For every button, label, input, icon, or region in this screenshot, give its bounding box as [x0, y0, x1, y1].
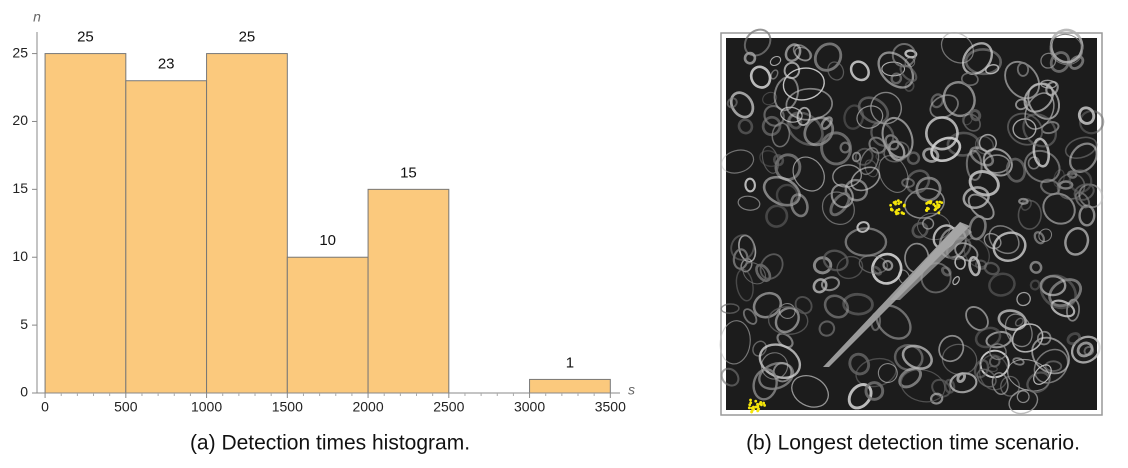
agent [757, 409, 760, 412]
agent [936, 201, 939, 204]
agent [748, 403, 751, 406]
agent [895, 212, 898, 215]
x-axis-label: s [628, 382, 635, 398]
caption: (a) Detection times histogram. [190, 432, 470, 455]
y-axis-label: n [33, 9, 41, 25]
agent [749, 399, 752, 402]
agent [899, 201, 902, 204]
data-label: 25 [77, 29, 94, 46]
agent [748, 406, 751, 409]
x-tick-label: 2000 [352, 399, 383, 415]
agent [938, 201, 941, 204]
agent [934, 205, 937, 208]
bar [45, 54, 126, 393]
data-label: 1 [566, 354, 574, 371]
x-tick-label: 500 [114, 399, 138, 415]
x-tick-label: 3500 [595, 399, 626, 415]
agent [897, 199, 900, 202]
x-tick-label: 1000 [191, 399, 222, 415]
agent [751, 407, 754, 410]
x-tick-label: 3000 [514, 399, 545, 415]
agent [763, 404, 766, 407]
agent [903, 204, 906, 207]
x-tick-label: 1500 [272, 399, 303, 415]
y-tick-label: 0 [20, 384, 28, 400]
y-tick-label: 25 [12, 44, 28, 60]
agent [751, 410, 754, 413]
agent [896, 209, 899, 212]
agent [893, 201, 896, 204]
y-tick-label: 5 [20, 316, 28, 332]
agent [755, 406, 758, 409]
agent [901, 212, 904, 215]
agent [930, 200, 933, 203]
agent [754, 400, 757, 403]
agent [890, 208, 893, 211]
y-tick-label: 15 [12, 180, 28, 196]
x-tick-label: 0 [41, 399, 49, 415]
agent [937, 211, 940, 214]
bar [126, 81, 207, 393]
bar [530, 379, 611, 393]
agent [889, 204, 892, 207]
caption: (b) Longest detection time scenario. [746, 432, 1080, 455]
y-tick-label: 10 [12, 248, 28, 264]
figure: (a) Detection times histogram. (b) Longe… [0, 0, 1128, 463]
agent [936, 203, 939, 206]
x-tick-label: 2500 [433, 399, 464, 415]
bar [207, 54, 288, 393]
agent [925, 209, 928, 212]
bar [287, 257, 368, 393]
y-tick-label: 20 [12, 112, 28, 128]
data-label: 25 [239, 29, 256, 46]
data-label: 15 [400, 164, 417, 181]
data-label: 10 [319, 232, 336, 249]
agent [759, 401, 762, 404]
scenario-image [718, 24, 1107, 417]
bar [368, 189, 449, 393]
data-label: 23 [158, 56, 175, 73]
